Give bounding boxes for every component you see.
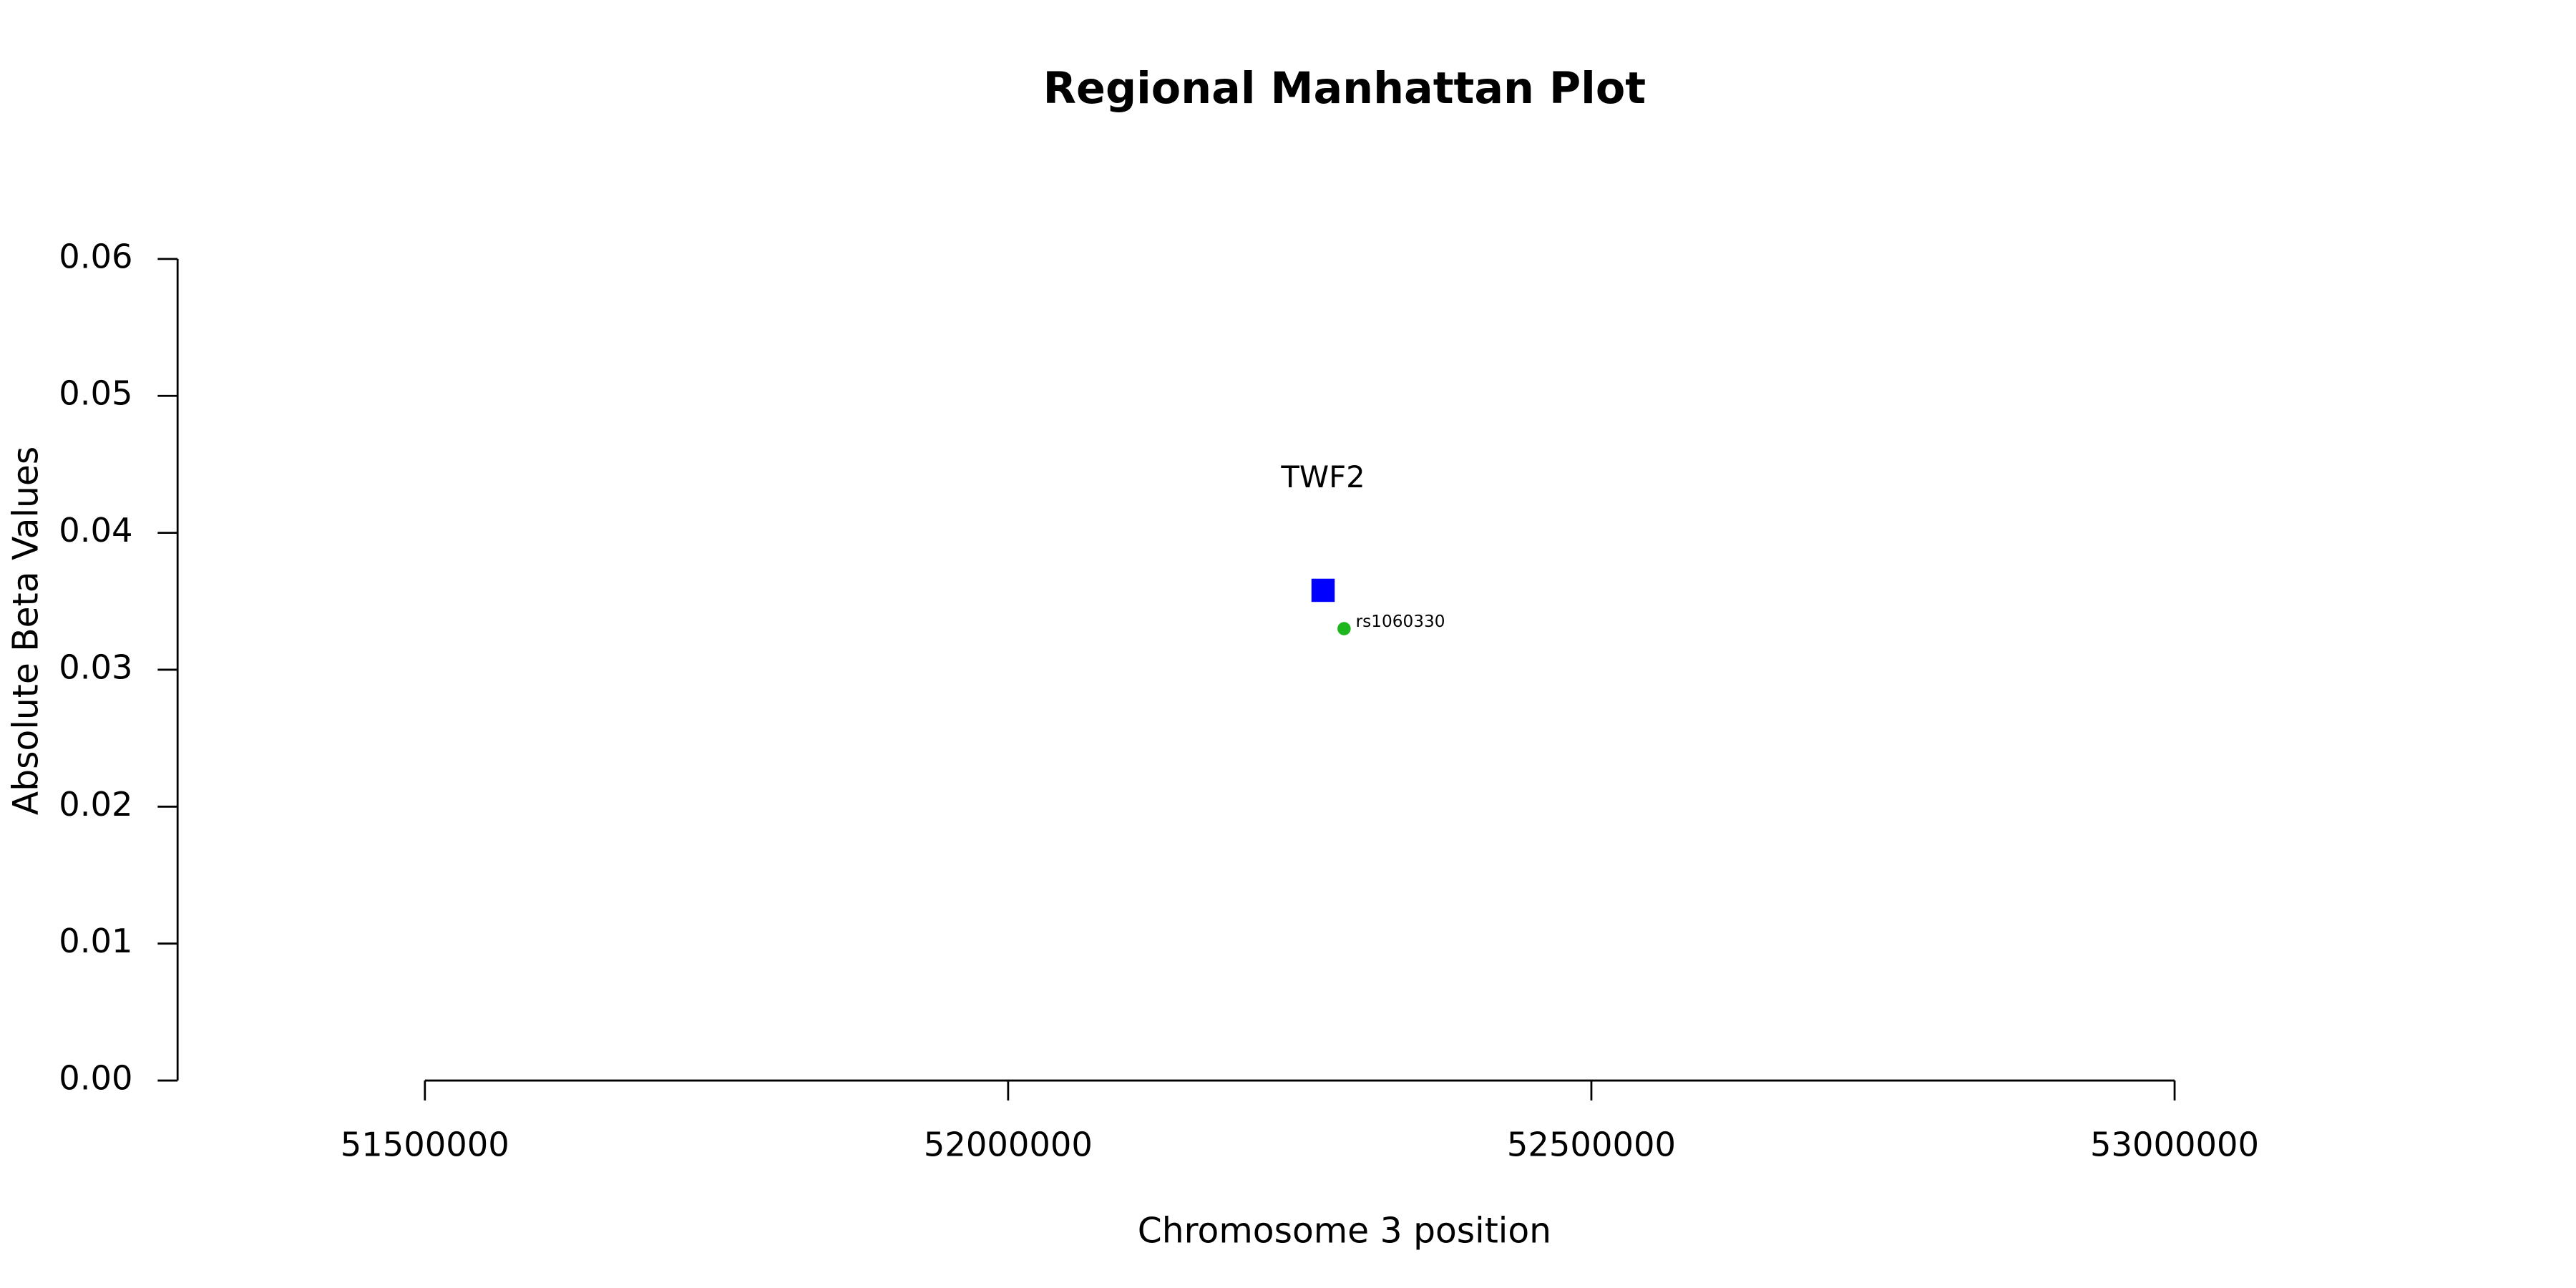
y-tick-label: 0.02 xyxy=(59,785,132,824)
chart-title: Regional Manhattan Plot xyxy=(1043,64,1646,114)
gene-label: TWF2 xyxy=(1280,459,1365,494)
snp-label: rs1060330 xyxy=(1356,612,1445,631)
y-axis-label: Absolute Beta Values xyxy=(6,447,46,815)
x-tick-label: 51500000 xyxy=(341,1125,509,1163)
y-tick-label: 0.04 xyxy=(59,511,132,550)
x-tick-label: 52500000 xyxy=(1507,1125,1676,1163)
snp-point xyxy=(1337,622,1351,635)
y-tick-label: 0.05 xyxy=(59,374,132,413)
x-tick-label: 52000000 xyxy=(924,1125,1093,1163)
x-axis-label: Chromosome 3 position xyxy=(1138,1211,1551,1251)
y-tick-label: 0.00 xyxy=(59,1059,132,1098)
y-tick-label: 0.06 xyxy=(59,237,132,275)
x-tick-label: 53000000 xyxy=(2090,1125,2259,1163)
y-tick-label: 0.01 xyxy=(59,922,132,960)
y-tick-label: 0.03 xyxy=(59,648,132,686)
gene-marker xyxy=(1311,578,1335,602)
